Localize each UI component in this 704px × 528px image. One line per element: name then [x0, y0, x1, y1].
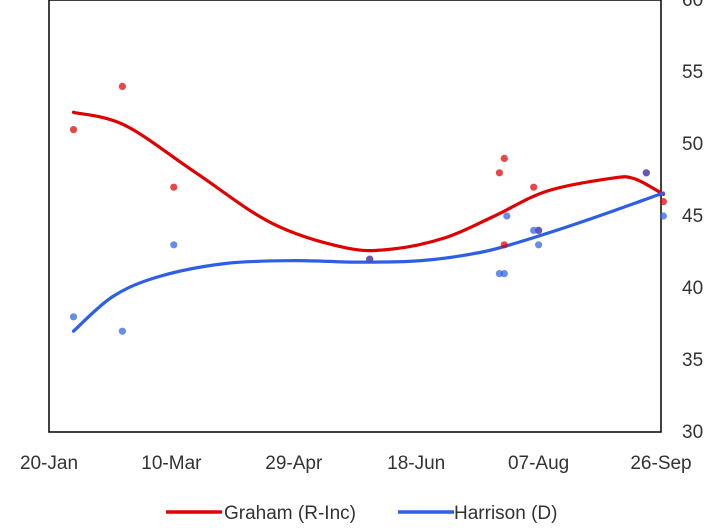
y-tick-label: 60 — [682, 0, 703, 11]
data-point-graham-1 — [118, 82, 126, 90]
data-point-harrison-6 — [503, 212, 511, 220]
x-tick-label: 10-Mar — [141, 453, 202, 474]
data-point-harrison-1 — [118, 327, 126, 335]
trend-lines — [71, 110, 665, 333]
data-point-harrison-9 — [535, 226, 543, 234]
legend-label-graham: Graham (R-Inc) — [224, 503, 356, 524]
x-tick-label: 18-Jun — [387, 453, 445, 474]
x-tick-label: 26-Sep — [630, 453, 691, 474]
plot-area — [48, 0, 662, 433]
data-point-harrison-0 — [69, 313, 78, 321]
x-axis-ticks: 20-Jan 10-Mar 29-Apr 18-Jun 07-Aug 26-Sep — [20, 453, 692, 474]
data-point-harrison-3 — [366, 255, 374, 263]
data-point-graham-0 — [69, 126, 78, 134]
data-point-harrison-10 — [642, 169, 650, 177]
x-tick-label: 20-Jan — [20, 453, 78, 474]
data-point-harrison-11 — [659, 212, 668, 220]
data-point-graham-6 — [500, 241, 508, 249]
data-point-graham-5 — [500, 154, 508, 162]
legend: Graham (R-Inc) Harrison (D) — [166, 503, 557, 524]
data-point-harrison-5 — [500, 270, 508, 278]
trend-line-harrison — [71, 191, 665, 333]
y-tick-label: 30 — [682, 422, 703, 443]
y-tick-label: 35 — [682, 350, 703, 371]
data-points — [69, 82, 668, 335]
x-tick-label: 07-Aug — [508, 453, 569, 474]
data-point-harrison-2 — [170, 241, 178, 249]
data-point-graham-2 — [170, 183, 178, 191]
x-tick-label: 29-Apr — [265, 453, 323, 474]
y-axis-ticks: 30 35 40 45 50 55 60 — [682, 0, 703, 443]
data-point-graham-10 — [659, 198, 668, 206]
trend-line-graham — [71, 110, 665, 253]
legend-label-harrison: Harrison (D) — [454, 503, 557, 524]
y-tick-label: 55 — [682, 62, 703, 83]
data-point-graham-7 — [530, 183, 538, 191]
y-tick-label: 45 — [682, 206, 703, 227]
y-tick-label: 40 — [682, 278, 703, 299]
data-point-graham-4 — [495, 169, 503, 177]
y-tick-label: 50 — [682, 134, 703, 155]
data-point-harrison-8 — [535, 241, 543, 249]
